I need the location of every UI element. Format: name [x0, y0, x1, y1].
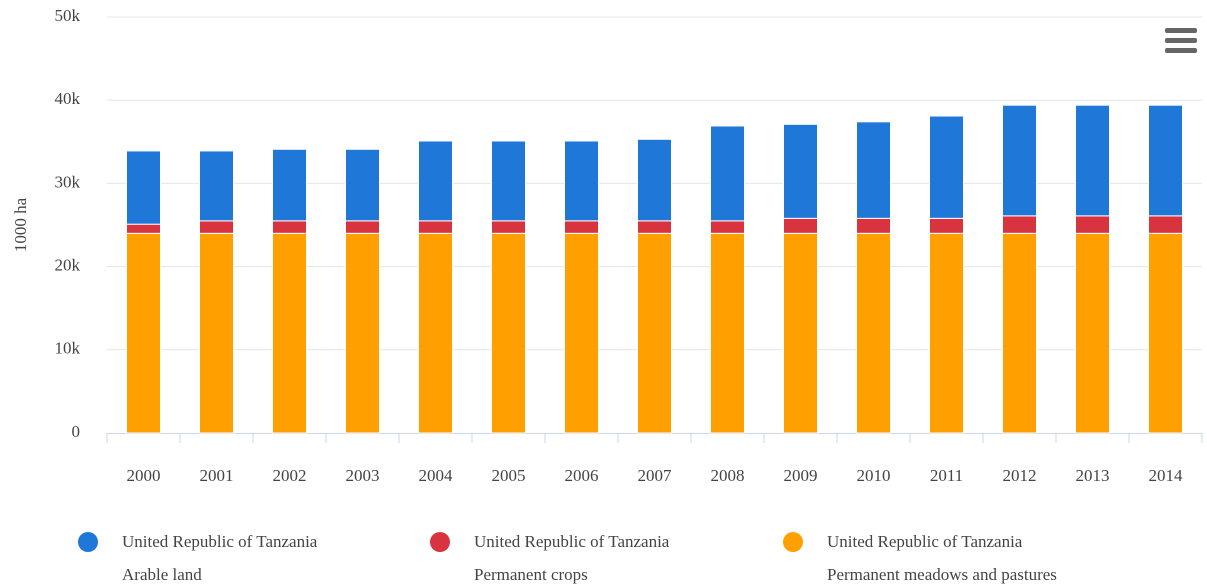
x-tick-label: 2003 — [346, 466, 380, 485]
legend-name: Arable land — [122, 565, 202, 584]
menu-button[interactable] — [1165, 28, 1197, 53]
bar-segment — [126, 150, 161, 225]
x-tick-label: 2013 — [1076, 466, 1110, 485]
bar-segment — [564, 232, 599, 434]
x-tick-label: 2011 — [930, 466, 963, 485]
bar-segment — [345, 148, 380, 222]
x-tick-label: 2000 — [127, 466, 161, 485]
bar-segment — [1075, 215, 1110, 234]
y-tick-label: 30k — [55, 172, 81, 191]
bar-segment — [564, 220, 599, 234]
bar-segment — [1075, 104, 1110, 217]
y-tick-label: 50k — [55, 6, 81, 25]
legend-group: United Republic of Tanzania — [474, 532, 670, 551]
bar-segment — [929, 217, 964, 234]
menu-bar[interactable] — [1165, 48, 1197, 53]
bar-segment — [1148, 232, 1183, 434]
bar-segment — [1148, 215, 1183, 234]
bar-segment — [491, 220, 526, 234]
legend-marker — [430, 532, 450, 552]
bar-segment — [418, 220, 453, 234]
x-tick-label: 2012 — [1003, 466, 1037, 485]
bar-segment — [637, 220, 672, 234]
bar-segment — [783, 123, 818, 219]
bar-segment — [856, 217, 891, 234]
x-tick-label: 2001 — [200, 466, 234, 485]
x-tick-label: 2006 — [565, 466, 599, 485]
bar-segment — [1002, 215, 1037, 234]
bar-segment — [1148, 104, 1183, 217]
bar-segment — [856, 121, 891, 219]
bar-segment — [1002, 232, 1037, 434]
bar-segment — [710, 232, 745, 434]
bar-segment — [272, 148, 307, 222]
bar-segment — [199, 232, 234, 434]
x-tick-label: 2010 — [857, 466, 891, 485]
y-tick-label: 20k — [55, 256, 81, 275]
bar-segment — [345, 220, 380, 234]
bar-segment — [491, 140, 526, 222]
bar-segment — [637, 232, 672, 434]
y-axis-label: 1000 ha — [11, 197, 30, 252]
bar-segment — [710, 220, 745, 234]
bar-segment — [856, 232, 891, 434]
bar-segment — [418, 232, 453, 434]
bar-segment — [783, 232, 818, 434]
y-tick-label: 40k — [55, 89, 81, 108]
x-tick-label: 2008 — [711, 466, 745, 485]
bar-segment — [491, 232, 526, 434]
legend-name: Permanent crops — [474, 565, 588, 584]
bar-segment — [126, 232, 161, 434]
bar-segment — [1075, 232, 1110, 434]
bar-segment — [783, 217, 818, 234]
x-tick-label: 2014 — [1149, 466, 1184, 485]
x-tick-label: 2007 — [638, 466, 673, 485]
legend-name: Permanent meadows and pastures — [827, 565, 1057, 584]
legend-group: United Republic of Tanzania — [827, 532, 1023, 551]
bar-segment — [345, 232, 380, 434]
bar-segment — [126, 223, 161, 234]
bar-segment — [564, 140, 599, 222]
bar-segment — [710, 125, 745, 222]
legend-group: United Republic of Tanzania — [122, 532, 318, 551]
bar-segment — [418, 140, 453, 222]
bar-segment — [199, 150, 234, 222]
bar-segment — [1002, 104, 1037, 217]
x-tick-label: 2009 — [784, 466, 818, 485]
bar-segment — [637, 138, 672, 222]
bar-segment — [929, 232, 964, 434]
bar-segment — [929, 115, 964, 219]
legend-marker — [783, 532, 803, 552]
y-tick-label: 0 — [72, 422, 81, 441]
x-tick-label: 2004 — [419, 466, 454, 485]
legend-marker — [78, 532, 98, 552]
x-tick-label: 2002 — [273, 466, 307, 485]
bar-segment — [272, 232, 307, 434]
menu-bar[interactable] — [1165, 28, 1197, 33]
menu-bar[interactable] — [1165, 38, 1197, 43]
bar-segment — [272, 220, 307, 234]
x-tick-label: 2005 — [492, 466, 526, 485]
y-tick-label: 10k — [55, 339, 81, 358]
bar-segment — [199, 220, 234, 234]
